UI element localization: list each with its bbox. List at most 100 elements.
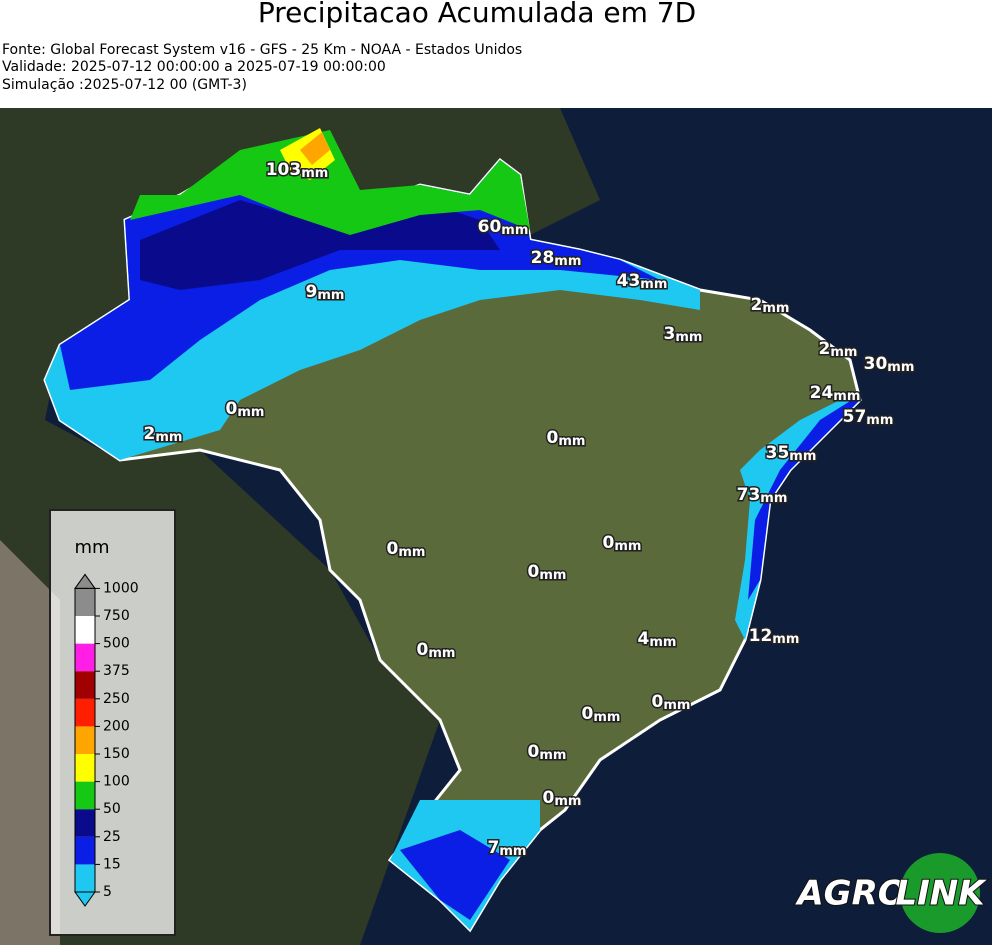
rain-coast-blue <box>748 398 860 600</box>
precip-label: 0mm <box>417 640 456 661</box>
logo-left: AGRO <box>794 874 906 914</box>
logo: AGRO LINK <box>793 853 988 933</box>
colorbar-segment <box>75 864 95 892</box>
precip-value: 0 <box>547 428 559 448</box>
colorbar-segment <box>75 616 95 644</box>
precip-value: 7 <box>488 838 500 858</box>
precip-unit: mm <box>772 632 799 647</box>
precip-unit: mm <box>789 449 816 464</box>
precip-unit: mm <box>539 568 566 583</box>
colorbar-tick-label: 250 <box>103 691 130 707</box>
precip-value: 4 <box>638 629 650 649</box>
legend-title: mm <box>74 537 109 558</box>
colorbar-tick-label: 1000 <box>103 580 139 596</box>
colorbar-tick-label: 50 <box>103 801 121 817</box>
colorbar: 5 15 25 50 100 150 200 250 375 500 750 1000 <box>74 573 139 907</box>
logo-circle <box>900 853 980 933</box>
colorbar-segment <box>75 809 95 837</box>
precip-unit: mm <box>237 405 264 420</box>
precip-value: 2 <box>819 339 831 359</box>
precip-value: 30 <box>864 354 888 374</box>
precip-unit: mm <box>593 710 620 725</box>
colorbar-tick-label: 500 <box>103 636 130 652</box>
precip-label: 0mm <box>528 742 567 763</box>
precip-value: 24 <box>810 383 834 403</box>
precip-unit: mm <box>675 330 702 345</box>
precip-value: 35 <box>766 443 790 463</box>
precip-value: 0 <box>528 562 540 582</box>
precip-label: 24mm <box>810 383 861 404</box>
andes <box>0 540 60 945</box>
precip-unit: mm <box>663 698 690 713</box>
precip-label: 0mm <box>226 399 265 420</box>
precip-unit: mm <box>539 748 566 763</box>
map-labels: 103mm60mm28mm43mm2mm9mm3mm2mm30mm24mm57m… <box>142 159 916 861</box>
colorbar-tick-label: 25 <box>103 829 121 845</box>
precip-value: 28 <box>531 248 555 268</box>
precip-value: 2 <box>751 295 763 315</box>
colorbar-tick-label: 100 <box>103 774 130 790</box>
precip-label: 2mm <box>144 424 183 445</box>
colorbar-segment <box>75 726 95 754</box>
precip-label: 57mm <box>843 407 894 428</box>
precip-value: 0 <box>582 704 594 724</box>
precip-value: 0 <box>652 692 664 712</box>
precip-label: 7mm <box>488 838 527 859</box>
precip-unit: mm <box>317 288 344 303</box>
precip-label: 103mm <box>266 160 329 181</box>
precip-unit: mm <box>558 434 585 449</box>
precip-unit: mm <box>649 635 676 650</box>
precip-value: 0 <box>543 788 555 808</box>
precip-label: 4mm <box>638 629 677 650</box>
precip-label: 0mm <box>652 692 691 713</box>
precip-value: 0 <box>387 539 399 559</box>
precip-value: 0 <box>417 640 429 660</box>
precip-label: 3mm <box>664 324 703 345</box>
precip-unit: mm <box>866 413 893 428</box>
precip-unit: mm <box>833 389 860 404</box>
precip-label: 2mm <box>819 339 858 360</box>
precip-value: 12 <box>749 626 773 646</box>
precip-value: 43 <box>617 271 641 291</box>
simulation-line: Simulação :2025-07-12 00 (GMT-3) <box>2 77 247 93</box>
precip-value: 57 <box>843 407 867 427</box>
colorbar-segment <box>75 836 95 865</box>
precip-label: 30mm <box>864 354 915 375</box>
precip-unit: mm <box>501 223 528 238</box>
colorbar-segment <box>75 588 95 616</box>
precip-label: 43mm <box>617 271 668 292</box>
precip-value: 2 <box>144 424 156 444</box>
precip-unit: mm <box>155 430 182 445</box>
colorbar-tick-label: 200 <box>103 718 130 734</box>
rain-coast <box>735 395 860 640</box>
precip-unit: mm <box>762 301 789 316</box>
precip-label: 28mm <box>531 248 582 269</box>
precip-unit: mm <box>614 539 641 554</box>
precip-label: 12mm <box>749 626 800 647</box>
precip-value: 0 <box>528 742 540 762</box>
precip-label: 0mm <box>547 428 586 449</box>
precip-label: 0mm <box>603 533 642 554</box>
rain-south-blue <box>400 830 510 920</box>
precip-unit: mm <box>554 794 581 809</box>
precip-label: 35mm <box>766 443 817 464</box>
colorbar-segment <box>75 643 95 672</box>
legend-box <box>49 509 176 936</box>
colorbar-tick-label: 150 <box>103 746 130 762</box>
precip-unit: mm <box>640 277 667 292</box>
precip-value: 3 <box>664 324 676 344</box>
rain-25-50 <box>140 200 500 290</box>
precip-label: 0mm <box>528 562 567 583</box>
colorbar-frame <box>74 587 96 893</box>
precip-unit: mm <box>887 360 914 375</box>
precip-unit: mm <box>428 646 455 661</box>
precip-unit: mm <box>554 254 581 269</box>
colorbar-segment <box>75 754 95 782</box>
precip-unit: mm <box>301 166 328 181</box>
precip-value: 73 <box>737 485 761 505</box>
precip-value: 0 <box>226 399 238 419</box>
colorbar-tick-label: 15 <box>103 856 121 872</box>
precip-value: 103 <box>266 160 302 180</box>
colorbar-tick-label: 5 <box>103 884 112 900</box>
logo-right: LINK <box>895 874 987 914</box>
